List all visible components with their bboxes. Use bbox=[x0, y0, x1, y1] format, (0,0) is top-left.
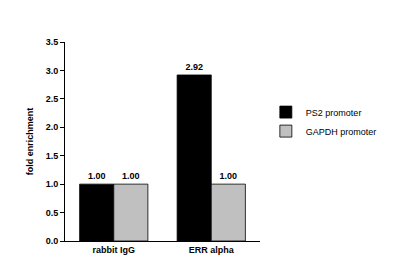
svg-text:3.0: 3.0 bbox=[46, 66, 59, 76]
svg-text:rabbit IgG: rabbit IgG bbox=[93, 245, 136, 255]
svg-text:GAPDH promoter: GAPDH promoter bbox=[306, 127, 377, 137]
svg-text:PS2 promoter: PS2 promoter bbox=[306, 108, 362, 118]
svg-text:1.0: 1.0 bbox=[46, 179, 59, 189]
svg-text:2.5: 2.5 bbox=[46, 94, 59, 104]
svg-text:1.00: 1.00 bbox=[122, 171, 140, 181]
svg-text:ERR alpha: ERR alpha bbox=[189, 245, 235, 255]
svg-text:0.5: 0.5 bbox=[46, 208, 59, 218]
svg-text:3.5: 3.5 bbox=[46, 37, 59, 47]
svg-text:1.5: 1.5 bbox=[46, 151, 59, 161]
svg-text:2.92: 2.92 bbox=[185, 62, 203, 72]
svg-text:1.00: 1.00 bbox=[88, 171, 106, 181]
svg-text:1.00: 1.00 bbox=[220, 171, 238, 181]
svg-text:2.0: 2.0 bbox=[46, 122, 59, 132]
svg-text:0.0: 0.0 bbox=[46, 236, 59, 246]
svg-text:fold enrichment: fold enrichment bbox=[25, 108, 35, 176]
